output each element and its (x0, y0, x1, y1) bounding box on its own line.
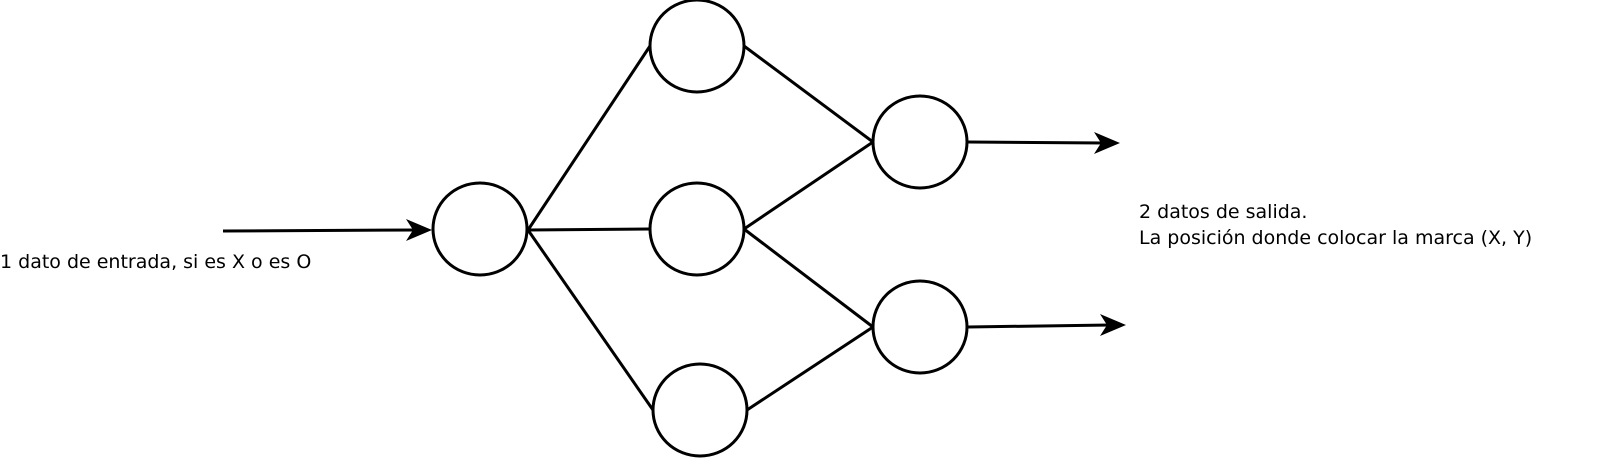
edge-input-to-hidden-middle (527, 227, 651, 232)
output-node-top (871, 94, 969, 190)
edge-hidden-top-to-output-top (743, 44, 874, 144)
output-node-bottom (871, 279, 969, 375)
edge-input-to-hidden-top (526, 45, 652, 231)
hidden-node-middle (648, 181, 746, 277)
edge-hidden-middle-to-output-bottom (743, 227, 874, 329)
input-label: 1 dato de entrada, si es X o es O (0, 251, 312, 273)
input-arrow (222, 219, 432, 241)
output-label: 2 datos de salida. La posición donde col… (1139, 199, 1532, 251)
input-arrow-shaft (222, 228, 417, 233)
network-nodes (431, 0, 969, 458)
edge-hidden-bottom-to-output-bottom (746, 325, 874, 412)
hidden-node-top (648, 0, 746, 94)
output-arrow-bottom-shaft (967, 323, 1111, 329)
output-arrow-top-shaft (967, 140, 1105, 145)
edge-input-to-hidden-bottom (526, 229, 655, 411)
input-arrow-head (406, 219, 432, 241)
output-arrow-top-head (1094, 132, 1120, 154)
output-label-line-2: La posición donde colocar la marca (X, Y… (1139, 227, 1533, 249)
hidden-node-bottom (651, 362, 749, 458)
input-node (431, 181, 529, 277)
network-edges (526, 44, 874, 412)
output-label-line-1: 2 datos de salida. (1139, 201, 1308, 223)
output-arrow-top (967, 132, 1120, 154)
edge-hidden-middle-to-output-top (743, 140, 874, 231)
output-arrow-bottom-head (1100, 314, 1126, 336)
output-arrow-bottom (967, 314, 1126, 336)
